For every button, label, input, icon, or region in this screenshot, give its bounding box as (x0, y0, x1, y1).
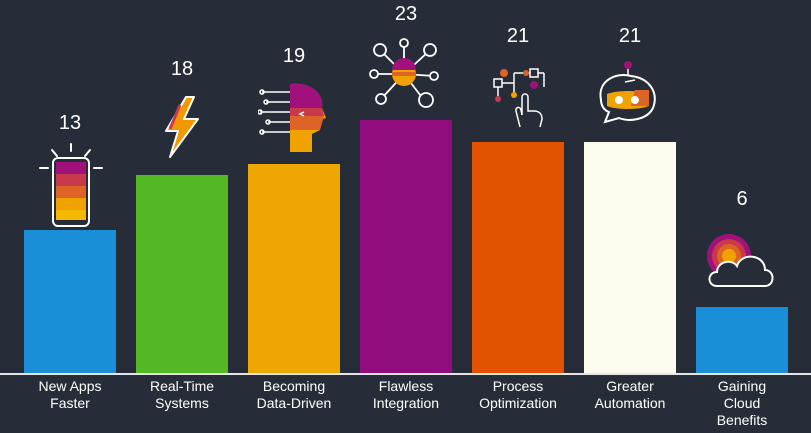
bar-1 (24, 230, 116, 373)
category-label-6: Greater Automation (580, 378, 680, 412)
category-label-5: Process Optimization (468, 378, 568, 412)
value-label-7: 6 (736, 188, 748, 210)
category-label-1: New Apps Faster (20, 378, 120, 412)
value-label-5: 21 (506, 25, 530, 47)
category-label-line: Automation (594, 395, 666, 411)
bar-3 (248, 164, 340, 373)
category-label-line: Process (492, 378, 544, 394)
category-label-line: New Apps (38, 378, 102, 394)
touch-workflow-icon (493, 68, 545, 128)
category-label-line: Cloud (723, 395, 761, 411)
category-label-line: Integration (372, 395, 440, 411)
category-label-2: Real-Time Systems (132, 378, 232, 412)
category-label-7: Gaining Cloud Benefits (692, 378, 792, 429)
value-label-2: 18 (170, 58, 194, 80)
cloud-icon (707, 234, 774, 287)
bar-5 (472, 142, 564, 373)
category-label-line: Becoming (262, 378, 326, 394)
value-label-1: 13 (58, 112, 82, 134)
bar-2 (136, 175, 228, 373)
robot-head-icon (599, 61, 656, 124)
category-label-line: Real-Time (149, 378, 215, 394)
value-label-4: 23 (394, 3, 418, 25)
category-label-line: Greater (606, 378, 654, 394)
category-label-line: Optimization (479, 395, 557, 411)
ai-head-icon (258, 83, 326, 152)
bar-7 (696, 307, 788, 373)
category-label-line: Systems (155, 395, 209, 411)
value-label-3: 19 (282, 45, 306, 67)
category-label-line: Gaining (717, 378, 767, 394)
lightning-bolt-icon (165, 96, 199, 158)
category-label-4: Flawless Integration (356, 378, 456, 412)
category-label-3: Becoming Data-Driven (244, 378, 344, 412)
category-label-line: Faster (50, 395, 90, 411)
network-nodes-icon (369, 38, 439, 108)
category-label-line: Benefits (716, 412, 768, 428)
category-label-line: Data-Driven (256, 395, 332, 411)
category-label-line: Flawless (378, 378, 434, 394)
smartphone-icon (39, 143, 103, 227)
value-label-6: 21 (618, 25, 642, 47)
x-axis-line (0, 373, 811, 375)
bar-6 (584, 142, 676, 373)
bar-4 (360, 120, 452, 373)
